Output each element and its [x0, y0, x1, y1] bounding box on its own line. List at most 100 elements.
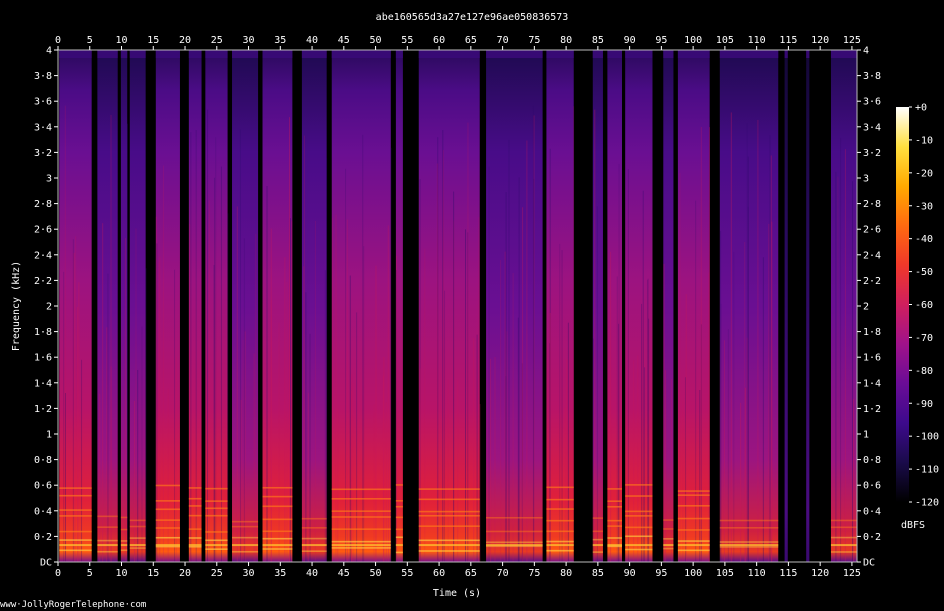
- spectrogram-segment: [301, 50, 327, 562]
- spectrogram-harmonic: [546, 540, 574, 543]
- x-tick-label-top: 15: [147, 35, 159, 46]
- y-tick-label: 2·4: [34, 250, 52, 261]
- spectrogram-harmonic: [232, 525, 259, 528]
- spectrogram-harmonic: [59, 509, 92, 511]
- spectrogram-top-band: [784, 50, 788, 58]
- y-tick-label: 0·6: [34, 481, 52, 492]
- spectrogram-harmonic: [97, 550, 118, 553]
- spectrogram-streak: [561, 250, 563, 562]
- x-tick-label-top: 70: [497, 35, 509, 46]
- spectrogram-streak: [141, 326, 143, 562]
- spectrogram-streak: [505, 376, 507, 562]
- spectrogram-streak: [335, 214, 337, 562]
- spectrogram-streak: [174, 269, 176, 562]
- y-tick-label-right: 4: [863, 46, 869, 57]
- spectrogram-streak: [236, 206, 238, 562]
- spectrogram-streak: [453, 220, 455, 562]
- x-tick-label: 75: [528, 568, 540, 579]
- spectrogram-streak: [442, 150, 444, 562]
- spectrogram-harmonic: [546, 486, 574, 489]
- spectrogram-streak: [304, 135, 306, 562]
- x-tick-label-top: 115: [779, 35, 797, 46]
- spectrogram-streak: [467, 232, 469, 563]
- y-tick-label: 1·4: [34, 378, 52, 389]
- spectrogram-streak: [73, 252, 75, 562]
- spectrogram-harmonic: [262, 537, 293, 540]
- spectrogram-top-band: [663, 50, 674, 58]
- spectrogram-streak: [610, 251, 612, 563]
- x-tick-label-top: 80: [560, 35, 572, 46]
- spectrogram-streak: [436, 163, 438, 563]
- spectrogram-harmonic: [677, 540, 710, 542]
- spectrogram-segment: [155, 50, 180, 562]
- x-tick-label-top: 10: [115, 35, 127, 46]
- spectrogram-streak: [382, 375, 384, 562]
- spectrogram-harmonic: [592, 538, 603, 541]
- spectrogram-segment: [784, 50, 788, 562]
- spectrogram-harmonic: [719, 527, 779, 529]
- spectrogram-harmonic: [59, 487, 92, 489]
- x-tick-label: 95: [655, 568, 667, 579]
- spectrogram-streak: [270, 228, 272, 562]
- spectrogram-streak: [549, 148, 551, 562]
- x-tick-label-top: 75: [528, 35, 540, 46]
- spectrogram-streak: [549, 312, 551, 562]
- spectrogram-harmonic: [59, 549, 92, 552]
- spectrogram-harmonic: [546, 508, 574, 510]
- spectrogram-streak: [708, 127, 710, 563]
- x-tick-label-top: 30: [243, 35, 255, 46]
- colorbar-gradient: [896, 107, 909, 502]
- spectrogram-streak: [840, 137, 842, 562]
- spectrogram-harmonic: [395, 505, 403, 508]
- colorbar-tick-label: -70: [915, 333, 933, 344]
- spectrogram-harmonic: [331, 547, 391, 549]
- spectrogram-streak: [522, 207, 524, 562]
- spectrogram-segment: [546, 50, 574, 562]
- spectrogram-streak: [473, 338, 475, 562]
- chart-title: abe160565d3a27e127e96ae050836573: [376, 12, 569, 23]
- spectrogram-harmonic: [129, 519, 146, 522]
- spectrogram-top-band: [677, 50, 710, 58]
- spectrogram-harmonic: [205, 531, 228, 533]
- spectrogram-harmonic: [418, 510, 480, 513]
- spectrogram-streak: [771, 221, 773, 562]
- spectrogram-segment: [129, 50, 146, 562]
- spectrogram-streak: [720, 230, 722, 562]
- spectrogram-streak: [195, 130, 197, 562]
- y-tick-label-right: 3·2: [863, 148, 881, 159]
- spectrogram-harmonic: [486, 516, 543, 519]
- spectrogram-streak: [447, 379, 449, 562]
- spectrogram-harmonic: [395, 500, 403, 502]
- spectrogram-harmonic: [486, 541, 543, 544]
- y-tick-label: 0·8: [34, 455, 52, 466]
- spectrogram-streak: [135, 228, 137, 562]
- spectrogram-harmonic: [331, 488, 391, 491]
- spectrogram-streak: [559, 243, 561, 562]
- y-tick-label: 4: [46, 46, 52, 57]
- spectrogram-harmonic: [59, 515, 92, 517]
- y-tick-label-right: 3·6: [863, 97, 881, 108]
- spectrogram-top-band: [301, 50, 327, 58]
- spectrogram-top-band: [592, 50, 603, 58]
- spectrogram-pitch-line: [301, 544, 327, 547]
- spectrogram-harmonic: [205, 548, 228, 550]
- spectrogram-top-band: [155, 50, 180, 58]
- spectrogram-streak: [769, 135, 771, 562]
- spectrogram-harmonic: [232, 520, 259, 523]
- y-tick-label: DC: [40, 558, 52, 569]
- spectrogram-pitch-line: [395, 544, 403, 547]
- y-tick-label: 2·6: [34, 225, 52, 236]
- spectrogram-streak: [679, 172, 681, 562]
- spectrogram-streak: [744, 387, 746, 562]
- spectrogram-streak: [746, 337, 748, 562]
- spectrogram-harmonic: [205, 514, 228, 517]
- spectrogram-segment: [625, 50, 653, 562]
- spectrogram-harmonic: [607, 537, 622, 539]
- spectrogram-harmonic: [331, 498, 391, 500]
- spectrogram-segment: [418, 50, 480, 562]
- y-tick-label-right: 1·8: [863, 327, 881, 338]
- spectrogram-streak: [637, 355, 639, 562]
- y-tick-label-right: 2·6: [863, 225, 881, 236]
- spectrogram-harmonic: [59, 530, 92, 533]
- spectrogram-streak: [478, 217, 480, 562]
